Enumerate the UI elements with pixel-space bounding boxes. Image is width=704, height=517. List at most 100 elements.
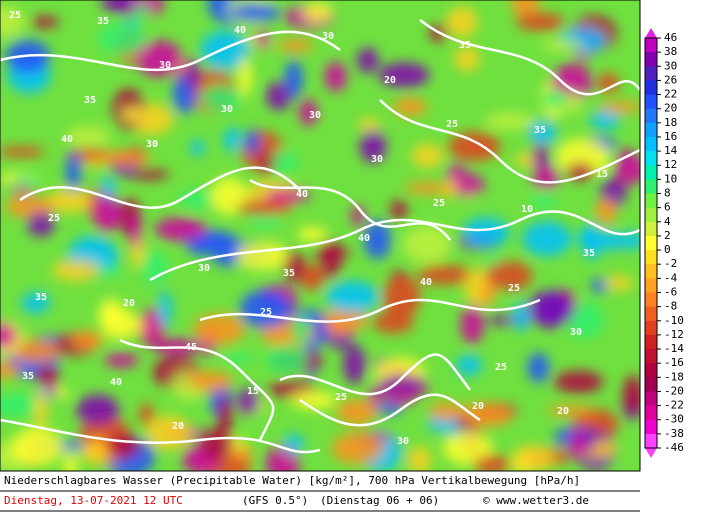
contour-label: 15 <box>596 169 608 180</box>
contour-label: 20 <box>172 421 184 432</box>
field-blob <box>372 312 414 334</box>
contour-label: 45 <box>185 342 197 353</box>
contour-label: 25 <box>260 307 272 318</box>
field-blob <box>265 188 311 203</box>
colorbar-label: -16 <box>664 356 684 369</box>
field-blob <box>331 432 384 465</box>
contour-label: 20 <box>472 401 484 412</box>
contour-label: 40 <box>61 134 73 145</box>
contour-label: 30 <box>322 31 334 42</box>
field-blob <box>455 354 483 376</box>
field-blob <box>441 179 458 199</box>
colorbar-label: 2 <box>664 229 671 242</box>
footer-copyright: © www.wetter3.de <box>483 494 589 507</box>
contour-label: 30 <box>397 436 409 447</box>
footer-model: (GFS 0.5°) <box>242 494 308 507</box>
field-blob <box>284 60 303 99</box>
field-blob <box>277 39 314 53</box>
field-blob <box>582 437 596 453</box>
contour-line <box>199 298 541 323</box>
colorbar-swatch <box>645 391 657 407</box>
contour-label: 25 <box>9 10 21 21</box>
contour-label: 35 <box>22 371 34 382</box>
colorbar-label: 26 <box>664 73 677 86</box>
contour-label: 35 <box>283 268 295 279</box>
field-blob <box>231 3 282 22</box>
colorbar-frame <box>644 37 658 449</box>
colorbar-swatch <box>645 292 657 308</box>
field-blob <box>51 260 101 281</box>
colorbar-label: -46 <box>664 441 684 454</box>
colorbar-label: 38 <box>664 45 677 58</box>
colorbar-label: -8 <box>664 300 677 313</box>
field-blob <box>236 199 293 216</box>
contour-label: 30 <box>159 60 171 71</box>
colorbar-label: 4 <box>664 215 671 228</box>
colorbar-label: -2 <box>664 257 677 270</box>
colorbar-label: -14 <box>664 342 684 355</box>
field-blob <box>0 146 46 157</box>
colorbar-label: 14 <box>664 144 678 157</box>
field-blob <box>104 353 139 368</box>
field-blob <box>404 181 448 195</box>
contour-label: 30 <box>371 154 383 165</box>
colorbar-swatch <box>645 320 657 336</box>
field-blob <box>522 221 572 257</box>
field-blob <box>55 387 69 398</box>
colorbar-swatch <box>645 38 657 53</box>
field-blob <box>29 16 60 28</box>
colorbar-swatch <box>645 207 657 223</box>
footer-title: Niederschlagbares Wasser (Precipitable W… <box>4 474 580 487</box>
field-blob <box>541 39 586 51</box>
colorbar-label: -20 <box>664 384 684 397</box>
contour-label: 20 <box>123 298 135 309</box>
contour-label: 15 <box>247 386 259 397</box>
contour-label: 30 <box>221 104 233 115</box>
contour-label: 35 <box>35 292 47 303</box>
field-blob <box>484 112 536 130</box>
field-blob <box>65 125 111 148</box>
field-blob <box>512 445 555 471</box>
colorbar-swatch <box>645 52 657 67</box>
field-blob <box>217 395 233 438</box>
contour-label: 35 <box>84 95 96 106</box>
contour-label: 35 <box>534 125 546 136</box>
field-blob <box>142 307 162 345</box>
contour-label: 30 <box>146 139 158 150</box>
field-blob <box>369 385 382 410</box>
field-blob <box>378 62 430 88</box>
colorbar-label: -18 <box>664 370 684 383</box>
colorbar-label: -12 <box>664 328 684 341</box>
field-blob <box>358 118 381 131</box>
contour-label: 40 <box>110 377 122 388</box>
field-blob <box>236 242 290 271</box>
field-blob <box>454 46 480 72</box>
field-blob <box>283 250 305 283</box>
field-blob <box>27 211 55 237</box>
field-blob <box>515 12 565 31</box>
field-blob <box>99 22 146 56</box>
field-blob <box>10 428 64 466</box>
contour-label: 30 <box>198 263 210 274</box>
colorbar: 463830262220181614121086420-2-4-6-8-10-1… <box>644 31 684 454</box>
field-blob <box>135 40 183 77</box>
footer-run: (Dienstag 06 + 06) <box>320 494 439 507</box>
field-blob <box>485 261 533 291</box>
field-blob <box>408 446 432 471</box>
colorbar-swatch <box>645 66 657 81</box>
field-blob <box>297 226 328 242</box>
field-blob <box>481 283 495 306</box>
contour-label: 40 <box>234 25 246 36</box>
contour-label: 25 <box>495 362 507 373</box>
colorbar-swatch <box>645 221 657 237</box>
colorbar-swatch <box>645 80 657 96</box>
field-blob <box>446 6 478 38</box>
colorbar-swatch <box>645 94 657 110</box>
field-blob <box>236 388 260 415</box>
colorbar-swatch <box>645 151 657 166</box>
field-blob <box>100 308 139 340</box>
colorbar-swatch <box>645 165 657 180</box>
colorbar-label: 20 <box>664 102 677 115</box>
colorbar-label: 22 <box>664 88 677 101</box>
field-blob <box>542 89 567 110</box>
